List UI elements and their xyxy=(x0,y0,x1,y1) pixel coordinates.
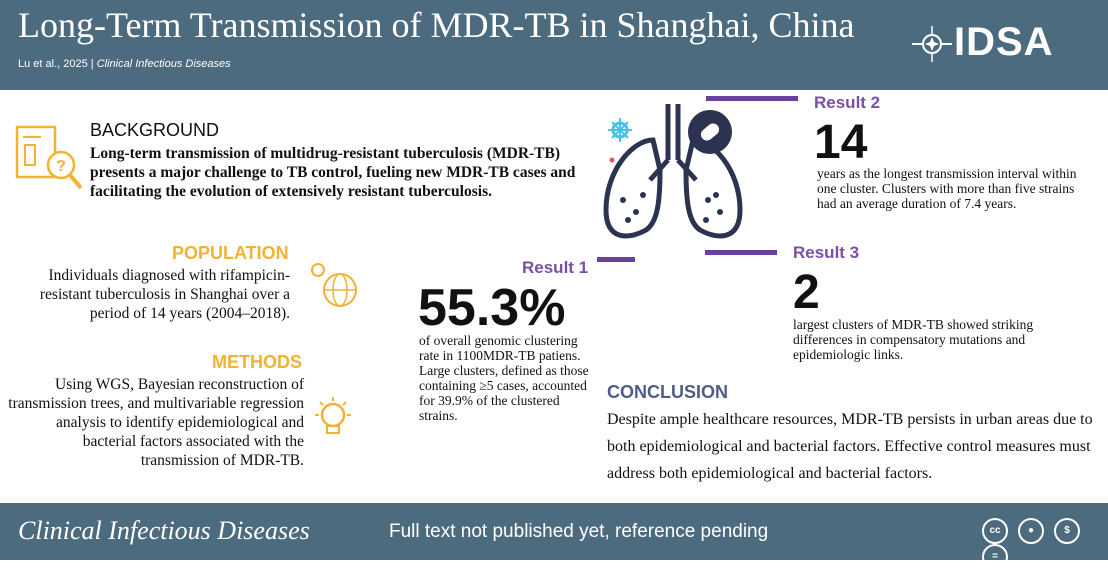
footer-banner: Clinical Infectious Diseases Full text n… xyxy=(0,503,1108,570)
license-icons: cc ● $ = xyxy=(982,518,1108,570)
result1-value: 55.3% xyxy=(418,279,566,337)
result1-label: Result 1 xyxy=(522,258,589,277)
nc-icon: $ xyxy=(1054,518,1080,544)
svg-text:?: ? xyxy=(56,158,66,175)
result1-bar xyxy=(597,257,635,262)
result2-bar xyxy=(706,96,798,101)
footer-note: Full text not published yet, reference p… xyxy=(389,521,769,542)
star-burst-icon xyxy=(912,26,952,62)
citation-journal: Clinical Infectious Diseases xyxy=(96,58,231,70)
bacteria-icon xyxy=(311,263,357,307)
result3-bar xyxy=(705,250,777,255)
lungs-icon xyxy=(603,104,743,239)
conclusion-text: Despite ample healthcare resources, MDR-… xyxy=(607,411,1093,482)
nd-icon: = xyxy=(982,544,1008,570)
result1-text: of overall genomic clustering rate in 11… xyxy=(419,333,589,423)
result2-label: Result 2 xyxy=(814,93,881,112)
background-text: Long-term transmission of multidrug-resi… xyxy=(90,145,576,200)
result3-label: Result 3 xyxy=(793,243,860,262)
methods-text: Using WGS, Bayesian reconstruction of tr… xyxy=(8,376,304,469)
document-search-icon: ? xyxy=(15,125,83,190)
result2-text: years as the longest transmission interv… xyxy=(817,166,1077,211)
footer-journal: Clinical Infectious Diseases xyxy=(18,516,310,545)
citation: Lu et al., 2025 | Clinical Infectious Di… xyxy=(18,58,231,70)
population-text: Individuals diagnosed with rifampicin-re… xyxy=(39,267,290,322)
methods-heading: METHODS xyxy=(212,352,302,372)
logo-text: IDSA xyxy=(954,20,1054,64)
authors: Lu et al., 2025 xyxy=(18,58,88,70)
background-heading: BACKGROUND xyxy=(90,120,220,140)
page-title: Long-Term Transmission of MDR-TB in Shan… xyxy=(18,5,855,45)
header-banner: Long-Term Transmission of MDR-TB in Shan… xyxy=(0,0,1108,90)
by-icon: ● xyxy=(1018,518,1044,544)
result2-value: 14 xyxy=(814,116,868,169)
conclusion-heading: CONCLUSION xyxy=(607,382,728,402)
idsa-logo: IDSA xyxy=(912,20,1082,68)
population-heading: POPULATION xyxy=(172,243,289,263)
result3-value: 2 xyxy=(793,266,820,319)
citation-separator: | xyxy=(90,58,94,70)
cc-icon: cc xyxy=(982,518,1008,544)
lightbulb-icon xyxy=(315,397,351,434)
result3-text: largest clusters of MDR-TB showed striki… xyxy=(793,317,1034,362)
